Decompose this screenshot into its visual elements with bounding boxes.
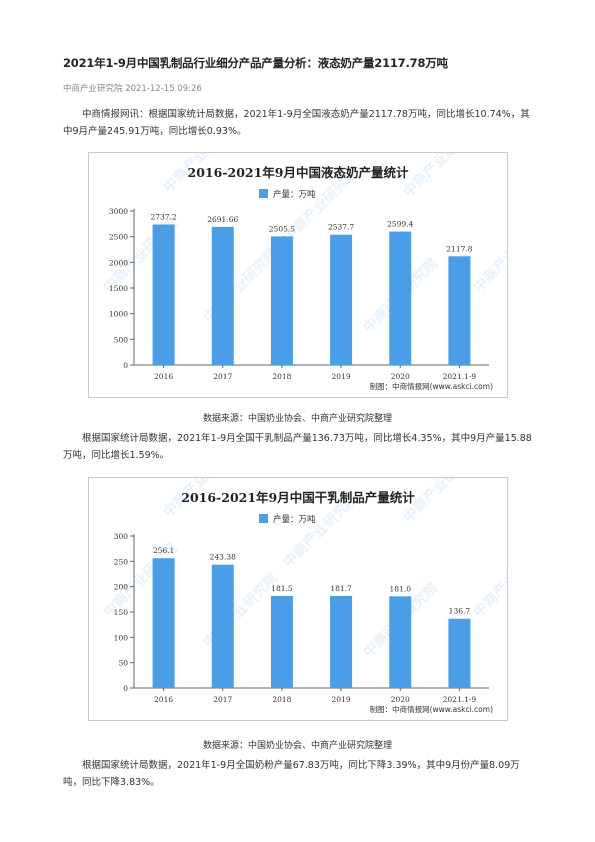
x-tick-label: 2021.1-9 [443,372,477,381]
bar-2018 [270,596,293,688]
y-tick-label: 500 [114,335,129,344]
x-tick-label: 2018 [272,372,291,381]
legend-swatch [259,514,268,523]
x-tick-label: 2016 [154,695,173,704]
x-tick-label: 2021.1-9 [443,695,477,704]
bar-2021.1-9 [448,618,471,688]
bar-2017 [211,564,234,688]
bar-value-label: 136.7 [449,607,471,616]
bar-value-label: 181.0 [390,584,412,593]
y-tick-label: 100 [114,633,129,642]
y-tick-label: 0 [123,684,128,693]
chart-credit: 制图：中商情报网(www.askci.com) [370,381,493,391]
bar-value-label: 2505.5 [269,224,295,233]
article-source-date: 中商产业研究院 2021-12-15 09:26 [63,84,202,94]
x-tick-label: 2019 [332,372,351,381]
y-tick-label: 50 [118,659,128,668]
legend-swatch [259,189,268,198]
y-tick-label: 250 [114,557,129,566]
legend-label: 产量：万吨 [273,189,316,200]
y-tick-label: 300 [114,532,129,541]
y-tick-label: 1500 [109,284,128,293]
bar-2016 [152,558,175,688]
chart-source-caption-1: 数据来源：中国奶业协会、中商产业研究院整理 [202,414,392,424]
y-tick-label: 150 [114,608,129,617]
bar-value-label: 2537.7 [328,223,354,232]
bar-value-label: 2599.4 [387,220,413,229]
bar-value-label: 181.7 [330,584,352,593]
bar-2020 [389,231,412,365]
bar-value-label: 181.5 [271,584,293,593]
article-title: 2021年1-9月中国乳制品行业细分产品产量分析：液态奶产量2117.78万吨 [63,56,448,70]
bar-2019 [330,234,353,365]
x-tick-label: 2020 [391,372,410,381]
bar-2019 [330,595,353,688]
paragraph-liquid-milk: 中商情报网讯：根据国家统计局数据，2021年1-9月全国液态奶产量2117.78… [63,109,530,137]
bar-2016 [152,224,175,365]
chart-credit: 制图：中商情报网(www.askci.com) [370,704,493,714]
y-tick-label: 0 [123,361,128,370]
y-tick-label: 1000 [109,310,128,319]
chart-source-caption-2: 数据来源：中国奶业协会、中商产业研究院整理 [202,741,392,751]
paragraph-dry-dairy: 根据国家统计局数据，2021年1-9月全国干乳制品产量136.73万吨，同比增长… [63,433,532,461]
watermark-text: 中商产业研究院 [470,540,507,621]
chart-dry-dairy: 中商产业研究院 中商产业研究院 中商产业研究院 中商产业研究院 中商产业研究院 中商产业研… [88,477,508,721]
bar-value-label: 2691.66 [207,215,238,224]
y-tick-label: 200 [114,583,129,592]
x-tick-label: 2016 [154,372,173,381]
bar-2018 [270,236,293,365]
chart-title: 2016-2021年9月中国液态奶产量统计 [188,165,409,180]
watermark-text: 中商产业研究院 [470,215,507,296]
bar-value-label: 243.38 [210,553,236,562]
chart-liquid-milk: 中商产业研究院 中商产业研究院 中商产业研究院 中商产业研究院 中商产业研究院 中商产业研… [88,152,508,398]
legend-label: 产量：万吨 [273,514,316,525]
watermark-text: 中商产业研究院 [400,153,481,201]
bar-2020 [389,596,412,688]
y-tick-label: 2000 [109,258,128,267]
x-tick-label: 2020 [391,695,410,704]
bar-value-label: 2117.8 [446,244,472,253]
bar-value-label: 256.1 [153,546,174,555]
y-tick-label: 2500 [109,233,128,242]
y-tick-label: 3000 [109,207,128,216]
chart-title: 2016-2021年9月中国干乳制品产量统计 [181,490,415,505]
paragraph-milk-powder: 根据国家统计局数据，2021年1-9月全国奶粉产量67.83万吨，同比下降3.3… [63,760,520,788]
bar-2021.1-9 [448,256,471,365]
x-tick-label: 2017 [213,372,232,381]
bar-value-label: 2737.2 [150,212,176,221]
x-tick-label: 2017 [213,695,232,704]
x-tick-label: 2019 [332,695,351,704]
x-tick-label: 2018 [272,695,291,704]
bar-2017 [211,226,234,365]
